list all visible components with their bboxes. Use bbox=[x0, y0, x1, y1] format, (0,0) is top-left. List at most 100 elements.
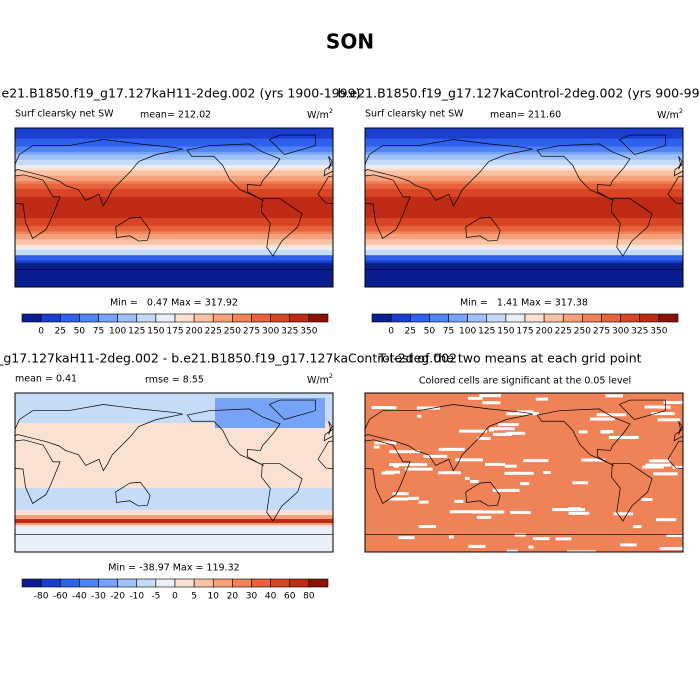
coastline bbox=[678, 156, 683, 170]
map-band bbox=[15, 135, 333, 140]
map-band bbox=[365, 165, 683, 169]
colorbar-box bbox=[232, 313, 252, 323]
map-band bbox=[365, 128, 683, 132]
colorbar-label: 30 bbox=[246, 592, 258, 602]
map-band bbox=[15, 146, 333, 150]
map-gap bbox=[517, 410, 534, 414]
colorbar-box bbox=[562, 313, 583, 323]
colorbar-box bbox=[543, 313, 564, 323]
map-band bbox=[365, 196, 683, 201]
map-gap bbox=[506, 412, 539, 416]
map-band bbox=[365, 247, 683, 251]
colorbar-label: 225 bbox=[555, 327, 572, 337]
map-gap bbox=[449, 535, 454, 539]
map-band bbox=[15, 143, 333, 148]
map-band bbox=[365, 236, 683, 240]
map-band bbox=[15, 239, 333, 243]
colorbar-label: 325 bbox=[281, 327, 298, 337]
colorbar-box bbox=[251, 578, 271, 588]
map-gap bbox=[650, 412, 675, 416]
map-band bbox=[15, 215, 333, 219]
coastline bbox=[365, 439, 411, 504]
map-band bbox=[365, 199, 683, 203]
map-gap bbox=[666, 534, 682, 538]
map-band bbox=[365, 202, 683, 206]
units: W/m2 bbox=[307, 107, 333, 121]
colorbar-label: 50 bbox=[74, 327, 86, 337]
map-band bbox=[365, 175, 683, 179]
map-band bbox=[15, 196, 333, 201]
map-band bbox=[365, 181, 683, 185]
panel-title: b.e21.B1850.f19_g17.127kaControl-2deg.00… bbox=[338, 86, 700, 101]
map-gap bbox=[672, 465, 683, 469]
coastline bbox=[536, 408, 631, 466]
map-band bbox=[15, 244, 333, 248]
colorbar-box bbox=[658, 313, 679, 323]
panel-subtitle: Colored cells are significant at the 0.0… bbox=[419, 376, 631, 387]
map-gap bbox=[479, 394, 501, 398]
colorbar-box bbox=[59, 313, 80, 323]
map-band bbox=[15, 183, 333, 187]
map-patch bbox=[215, 398, 325, 428]
colorbar-box bbox=[193, 313, 214, 323]
colorbar-label: 100 bbox=[459, 327, 476, 337]
map-band bbox=[365, 183, 683, 187]
map-band bbox=[15, 133, 333, 137]
coastline bbox=[186, 143, 281, 201]
map-band bbox=[15, 281, 333, 285]
map-gap bbox=[490, 427, 515, 431]
map-gap bbox=[657, 418, 681, 422]
coastline bbox=[115, 481, 151, 507]
map-gap bbox=[423, 454, 448, 458]
map-gap bbox=[504, 471, 534, 475]
map-gap bbox=[574, 550, 584, 552]
map-band bbox=[365, 239, 683, 243]
colorbar-box bbox=[308, 578, 329, 588]
map-band bbox=[15, 194, 333, 198]
colorbar-label: -5 bbox=[151, 592, 160, 602]
colorbar-label: -80 bbox=[34, 592, 49, 602]
map-gap bbox=[438, 471, 461, 475]
map-gap bbox=[642, 465, 665, 469]
colorbar-label: 60 bbox=[284, 592, 296, 602]
map-band bbox=[365, 178, 683, 182]
map-band bbox=[15, 151, 333, 156]
units-base: W/m bbox=[657, 110, 679, 121]
colorbar-label: 200 bbox=[536, 327, 553, 337]
map-band bbox=[15, 170, 333, 174]
map-gap bbox=[600, 430, 614, 434]
map-band bbox=[15, 186, 333, 190]
map-band bbox=[15, 236, 333, 240]
map-band bbox=[365, 188, 683, 193]
colorbar-label: 250 bbox=[574, 327, 591, 337]
colorbar-label: 325 bbox=[631, 327, 648, 337]
map-band bbox=[365, 249, 683, 254]
map-band bbox=[365, 220, 683, 224]
colorbar-label: 150 bbox=[497, 327, 514, 337]
colorbar-label: 50 bbox=[424, 327, 436, 337]
colorbar-box bbox=[40, 578, 61, 588]
map-band bbox=[15, 249, 333, 254]
stats: Min = 0.47 Max = 317.92 bbox=[110, 298, 238, 309]
panel-label: Surf clearsky net SW bbox=[365, 109, 464, 120]
units-base: W/m bbox=[307, 110, 329, 121]
map-gap bbox=[568, 511, 590, 515]
map-gap bbox=[404, 467, 433, 471]
map-band bbox=[15, 157, 333, 161]
coastline bbox=[15, 174, 61, 239]
map-gap bbox=[492, 432, 513, 436]
map-band bbox=[15, 231, 333, 235]
map-gap bbox=[373, 445, 380, 449]
colorbar-label: 175 bbox=[166, 327, 183, 337]
colorbar-label: 75 bbox=[443, 327, 454, 337]
map-band bbox=[365, 210, 683, 214]
map-gap bbox=[543, 470, 551, 474]
coastline bbox=[115, 216, 151, 242]
map-gap bbox=[535, 397, 549, 401]
map-band bbox=[15, 273, 333, 277]
map-band bbox=[15, 268, 333, 272]
figure-title: SON bbox=[326, 30, 374, 54]
map-band bbox=[365, 228, 683, 232]
colorbar-box bbox=[117, 578, 138, 588]
